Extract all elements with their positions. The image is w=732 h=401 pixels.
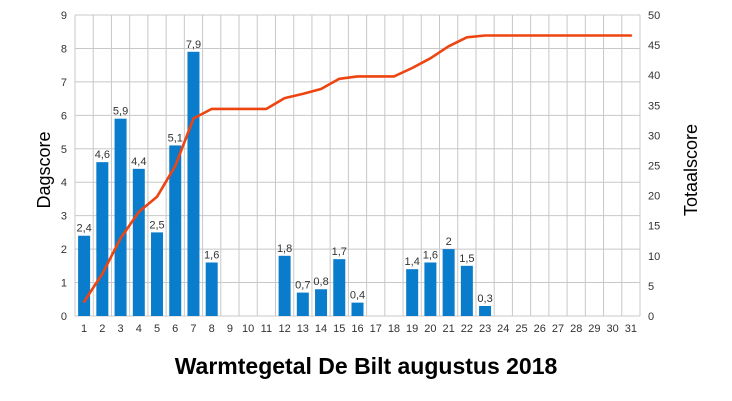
- bar: [278, 255, 291, 316]
- x-tick: 23: [479, 323, 491, 335]
- x-tick: 26: [534, 323, 546, 335]
- bar: [96, 162, 109, 316]
- x-tick: 11: [261, 323, 272, 335]
- x-tick: 19: [406, 323, 418, 335]
- x-tick: 20: [424, 323, 436, 335]
- x-tick: 18: [388, 323, 400, 335]
- x-tick: 3: [118, 323, 124, 335]
- x-tick: 30: [607, 323, 619, 335]
- data-label: 0,3: [477, 293, 492, 305]
- bar: [406, 269, 419, 316]
- data-label: 1,4: [405, 256, 420, 268]
- bar: [424, 262, 437, 316]
- data-label: 1,6: [204, 249, 219, 261]
- data-label: 1,8: [277, 243, 292, 255]
- x-tick: 16: [351, 323, 363, 335]
- y-tick-right: 25: [648, 161, 660, 173]
- data-label: 0,8: [313, 276, 328, 288]
- y-tick-left: 1: [61, 278, 67, 290]
- x-tick: 5: [154, 323, 160, 335]
- y-tick-right: 40: [648, 70, 660, 82]
- y-tick-left: 3: [61, 211, 67, 223]
- y-tick-left: 0: [61, 311, 67, 323]
- y-axis-title-left: Dagscore: [34, 131, 54, 208]
- data-label: 5,9: [113, 106, 128, 118]
- y-tick-right: 35: [648, 100, 660, 112]
- y-tick-left: 6: [61, 110, 67, 122]
- y-tick-right: 10: [648, 251, 660, 263]
- x-tick: 22: [461, 323, 473, 335]
- y-tick-left: 2: [61, 244, 67, 256]
- x-tick: 24: [497, 323, 509, 335]
- data-label: 1,6: [423, 249, 438, 261]
- bar: [351, 302, 364, 316]
- data-label: 4,4: [131, 156, 146, 168]
- data-label: 0,4: [350, 290, 365, 302]
- bar: [479, 305, 492, 316]
- y-tick-left: 7: [61, 77, 67, 89]
- x-tick: 14: [315, 323, 327, 335]
- bar: [187, 51, 200, 317]
- y-axis-title-right: Totaalscore: [681, 124, 701, 216]
- y-tick-left: 8: [61, 43, 67, 55]
- x-tick: 31: [625, 323, 637, 335]
- x-tick: 25: [515, 323, 527, 335]
- bar: [151, 232, 164, 316]
- data-label: 2,5: [149, 219, 164, 231]
- x-tick: 7: [190, 323, 196, 335]
- data-label: 4,6: [95, 149, 110, 161]
- y-tick-right: 30: [648, 130, 660, 142]
- x-tick: 8: [209, 323, 215, 335]
- bar: [132, 168, 145, 316]
- x-tick: 10: [242, 323, 254, 335]
- x-tick: 9: [227, 323, 233, 335]
- x-tick: 27: [552, 323, 564, 335]
- line-series: [82, 34, 633, 303]
- y-tick-left: 9: [61, 10, 67, 22]
- data-label: 2: [446, 236, 452, 248]
- y-tick-right: 0: [648, 311, 654, 323]
- series-line-totaalscore: [82, 34, 633, 303]
- x-tick: 4: [136, 323, 142, 335]
- x-tick: 15: [333, 323, 345, 335]
- chart-title: Warmtegetal De Bilt augustus 2018: [175, 353, 558, 379]
- data-label: 2,4: [76, 223, 91, 235]
- bar: [333, 259, 346, 316]
- bar: [296, 292, 309, 316]
- data-label: 7,9: [186, 39, 201, 51]
- x-tick: 21: [443, 323, 455, 335]
- bar: [169, 145, 182, 316]
- data-label: 1,5: [459, 253, 474, 265]
- bar: [78, 235, 91, 316]
- y-tick-right: 45: [648, 40, 660, 52]
- data-labels: 2,4 4,6 5,9 4,4 2,5 5,1 7,9 1,6 1,8 0,7 0,8 1,7 0,4 1…: [76, 39, 492, 305]
- bar: [460, 265, 473, 316]
- x-tick: 6: [172, 323, 178, 335]
- data-label: 0,7: [295, 280, 310, 292]
- bar-series: [78, 51, 492, 317]
- x-tick: 2: [99, 323, 105, 335]
- gridlines: [74, 14, 641, 317]
- y-tick-right: 50: [648, 10, 660, 22]
- bar: [315, 289, 328, 316]
- bar: [114, 118, 127, 316]
- x-tick: 29: [588, 323, 600, 335]
- x-tick: 28: [570, 323, 582, 335]
- y-tick-right: 20: [648, 191, 660, 203]
- y-tick-right: 15: [648, 221, 660, 233]
- data-label: 5,1: [168, 132, 183, 144]
- x-tick: 1: [81, 323, 87, 335]
- y-tick-left: 4: [61, 177, 67, 189]
- y-tick-left: 5: [61, 144, 67, 156]
- data-label: 1,7: [332, 246, 347, 258]
- x-tick: 17: [370, 323, 382, 335]
- bar: [205, 262, 218, 316]
- x-tick: 13: [297, 323, 309, 335]
- bar: [442, 249, 455, 316]
- x-tick: 12: [278, 323, 290, 335]
- y-tick-right: 5: [648, 281, 654, 293]
